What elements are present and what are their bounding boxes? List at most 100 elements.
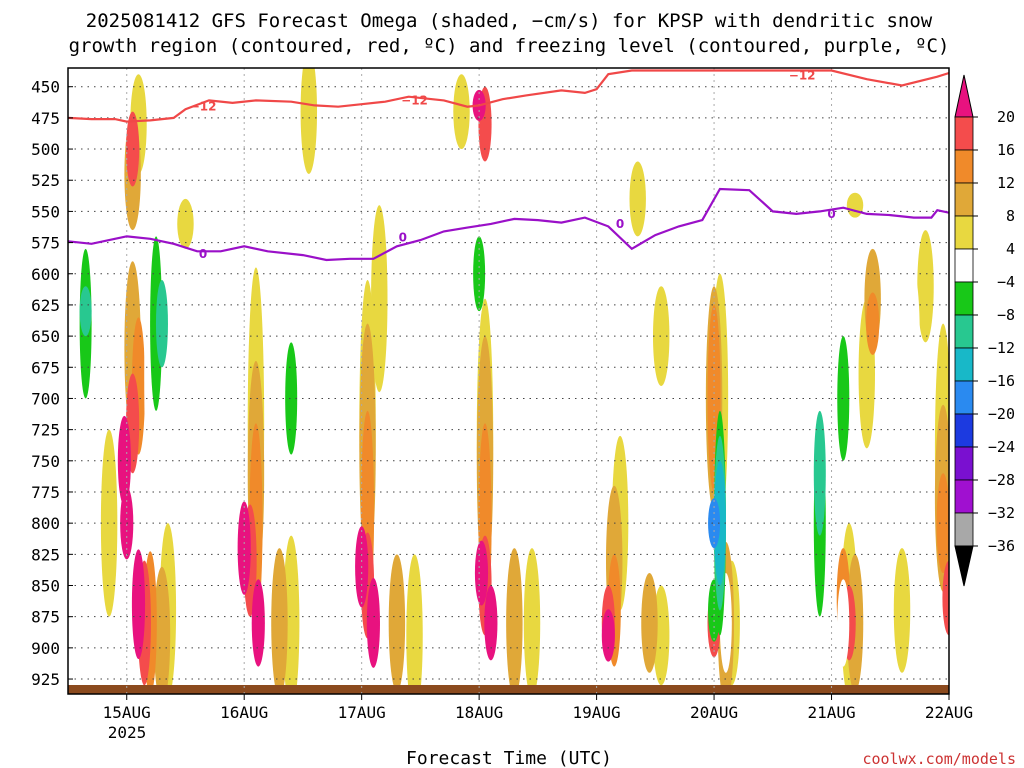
y-tick-label: 450 [31,78,60,97]
colorbar-swatch [954,446,974,481]
colorbar-swatch [954,215,974,250]
omega-region [208,92,221,280]
y-tick-label: 500 [31,140,60,159]
y-tick-label: 625 [31,296,60,315]
x-tick-label: 18AUG [455,703,503,722]
omega-region [153,566,171,694]
colorbar-label: 12 [997,174,1015,192]
colorbar-label: −16 [988,372,1015,390]
y-axis-ticks: 450 475 500 525 550 575 600 625 650 675 700 725 750 7… [31,78,73,689]
contour-label: 0 [199,247,207,261]
contours: −12 −12 −12 0 0 0 0 [68,68,949,262]
omega-region [936,473,949,574]
chart-title-line-2: growth region (contoured, red, ºC) and f… [69,35,950,57]
omega-region [326,68,339,137]
omega-region [308,311,321,486]
colorbar-label: 20 [997,108,1015,126]
x-tick-label: 17AUG [338,703,386,722]
colorbar-label: −32 [988,504,1015,522]
y-tick-label: 925 [31,670,60,689]
y-tick-label: 700 [31,389,60,408]
x-axis-ticks: 15AUG 16AUG 17AUG 18AUG 19AUG 20AUG 21AUG 22AUG [103,694,973,722]
y-tick-label: 875 [31,608,60,627]
omega-region [437,417,450,530]
omega-region [629,161,646,237]
omega-region [878,80,891,118]
omega-region [282,535,300,694]
omega-region [474,540,489,606]
x-tick-label: 16AUG [220,703,268,722]
y-tick-label: 900 [31,639,60,658]
omega-region [79,286,92,337]
omega-region [608,329,621,393]
omega-region [637,323,650,474]
colorbar-label: −36 [988,537,1015,555]
omega-region [285,342,298,455]
omega-level-neg20 [708,498,721,549]
colorbar-swatch [954,314,974,349]
omega-region [506,548,523,694]
omega-region [778,616,791,680]
x-tick-label: 21AUG [807,703,855,722]
colorbar-swatch [954,248,974,283]
colorbar-swatch [954,512,974,547]
omega-shading [79,68,949,694]
omega-region [117,415,131,506]
omega-region [893,548,911,673]
omega-region [601,609,615,662]
colorbar-swatch [954,116,974,151]
omega-region [917,230,934,343]
ground-surface [68,685,949,694]
colorbar-label: −20 [988,405,1015,423]
omega-region [271,548,288,694]
y-tick-label: 550 [31,202,60,221]
omega-region [813,410,826,536]
omega-region [371,205,388,393]
colorbar-swatch [954,281,974,316]
chart-title-line-1: 2025081412 GFS Forecast Omega (shaded, −… [86,10,933,32]
omega-region [177,198,194,249]
site-credit: coolwx.com/models [862,750,1016,768]
omega-region [373,68,386,168]
x-tick-label: 15AUG [103,703,151,722]
contour-label: −12 [401,93,428,107]
x-tick-label: 20AUG [690,703,738,722]
omega-region [652,286,670,386]
omega-region [453,74,470,150]
y-tick-label: 725 [31,421,60,440]
y-tick-label: 600 [31,265,60,284]
omega-region [131,549,146,660]
colorbar-label: −8 [997,306,1015,324]
y-tick-label: 650 [31,327,60,346]
omega-region [837,336,850,461]
y-tick-label: 825 [31,545,60,564]
omega-region [100,429,118,617]
omega-region [251,579,265,667]
colorbar: 20 16 12 8 4 −4 −8 −12 −16 −20 −24 −28 −32 −36 [954,74,1015,587]
colorbar-swatch [954,479,974,514]
y-tick-label: 850 [31,577,60,596]
colorbar-swatch [954,347,974,382]
contour-label: 0 [399,231,407,245]
colorbar-label: −4 [997,273,1015,291]
colorbar-label: −12 [988,339,1015,357]
omega-region [523,548,541,694]
omega-region [226,560,239,636]
omega-region [641,573,658,673]
colorbar-swatch [954,149,974,184]
omega-region [555,435,568,561]
contour-label: −12 [789,68,816,82]
colorbar-top-arrow [954,74,974,118]
omega-region [300,68,318,174]
contour-label: 0 [827,207,835,221]
omega-region [942,560,949,636]
colorbar-bottom-arrow [954,545,974,587]
omega-region [837,255,850,368]
contour-label: 0 [616,217,624,231]
omega-region [406,554,423,694]
colorbar-label: −24 [988,438,1015,456]
colorbar-swatch [954,413,974,448]
y-tick-label: 675 [31,358,60,377]
omega-region [837,579,850,667]
freezing-level-contour [68,187,949,262]
